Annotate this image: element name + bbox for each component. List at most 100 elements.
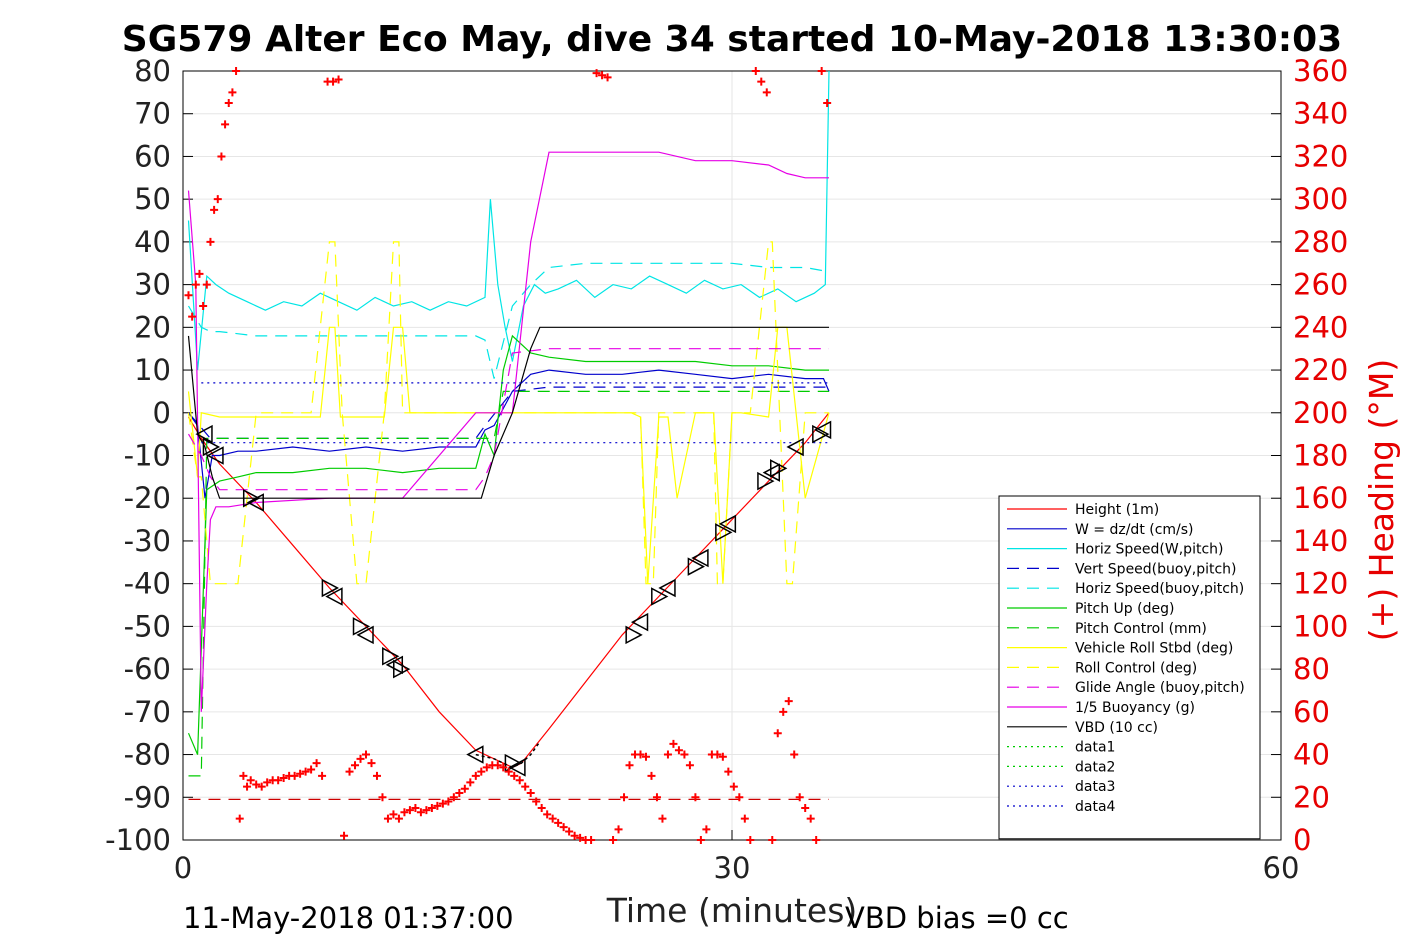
- legend-label: Glide Angle (buoy,pitch): [1075, 680, 1245, 696]
- heading-point: [449, 793, 458, 802]
- turn-marker: [718, 514, 737, 534]
- series-line: [187, 151, 829, 712]
- y-tick-label-left: -10: [124, 439, 171, 473]
- y-tick-label-left: 20: [134, 310, 171, 344]
- heading-point: [394, 814, 403, 823]
- heading-point: [455, 789, 464, 798]
- heading-point: [614, 825, 623, 834]
- heading-point: [696, 836, 705, 844]
- heading-point: [482, 763, 491, 772]
- heading-point: [477, 767, 486, 776]
- y-tick-label-left: 80: [134, 54, 171, 88]
- heading-point: [433, 801, 442, 810]
- y-axis-right-label: (+) Heading (°M): [1362, 359, 1401, 641]
- heading-point: [790, 750, 799, 759]
- turn-marker: [658, 578, 676, 598]
- heading-point: [329, 77, 338, 86]
- heading-point: [252, 780, 261, 789]
- turn-marker: [242, 488, 261, 508]
- heading-point: [389, 810, 398, 819]
- x-axis-label: Time (minutes): [606, 891, 858, 930]
- series-line: [188, 369, 830, 499]
- legend-label: data4: [1075, 799, 1116, 815]
- heading-point: [685, 761, 694, 770]
- heading-point: [356, 754, 365, 763]
- turn-marker: [382, 647, 400, 666]
- y-tick-label-left: 40: [134, 225, 171, 259]
- heading-point: [603, 73, 612, 82]
- y-tick-label-right: 200: [1293, 396, 1348, 430]
- heading-point: [658, 814, 667, 823]
- heading-point: [188, 312, 197, 321]
- marker-layer: [195, 420, 832, 777]
- legend-label: W = dz/dt (cm/s): [1075, 522, 1194, 538]
- turn-marker: [813, 420, 832, 440]
- turn-marker: [715, 523, 733, 542]
- legend-label: 1/5 Buoyancy (g): [1075, 700, 1195, 716]
- y-tick-label-right: 20: [1293, 780, 1330, 814]
- y-tick-label-right: 40: [1293, 738, 1330, 772]
- y-tick-label-left: 70: [134, 97, 171, 131]
- turn-marker: [321, 578, 339, 598]
- heading-point: [228, 88, 237, 97]
- legend-label: data3: [1075, 779, 1115, 795]
- turn-marker: [195, 424, 213, 444]
- heading-point: [427, 803, 436, 812]
- turn-marker: [356, 625, 374, 645]
- heading-point: [202, 280, 211, 289]
- heading-point: [334, 75, 343, 84]
- y-tick-label-right: 340: [1293, 97, 1348, 131]
- heading-point: [548, 814, 557, 823]
- heading-point: [570, 831, 579, 840]
- heading-point: [768, 836, 777, 844]
- heading-point: [521, 782, 530, 791]
- heading-point: [290, 771, 299, 780]
- heading-point: [812, 836, 821, 844]
- heading-point: [210, 205, 219, 214]
- legend-label: VBD (10 cc): [1075, 720, 1158, 736]
- turn-marker: [206, 446, 224, 465]
- y-tick-label-right: 120: [1293, 567, 1348, 601]
- axis-ticks: 80706050403020100-10-20-30-40-50-60-70-8…: [105, 54, 1348, 885]
- heading-point: [345, 767, 354, 776]
- series-line: [187, 326, 829, 499]
- turn-marker: [651, 587, 669, 606]
- heading-point: [232, 67, 241, 75]
- heading-point: [680, 750, 689, 759]
- heading-point: [438, 799, 447, 808]
- turn-marker: [466, 745, 484, 764]
- heading-point: [504, 767, 513, 776]
- heading-point: [422, 806, 431, 815]
- heading-point: [471, 771, 480, 780]
- series-layer: [187, 70, 830, 800]
- chart-title: SG579 Alter Eco May, dive 34 started 10-…: [122, 19, 1342, 60]
- heading-point: [817, 67, 826, 75]
- y-tick-label-right: 160: [1293, 481, 1348, 515]
- x-tick-label: 30: [714, 851, 751, 885]
- y-tick-label-right: 220: [1293, 353, 1348, 387]
- y-tick-label-left: -100: [105, 823, 171, 857]
- heading-point: [243, 782, 252, 791]
- heading-point: [279, 774, 288, 783]
- heading-point: [724, 767, 733, 776]
- turn-marker: [757, 471, 775, 491]
- turn-marker: [691, 548, 709, 568]
- legend-label: data2: [1075, 759, 1115, 775]
- heading-point: [493, 761, 502, 770]
- y-tick-label-left: -30: [124, 524, 171, 558]
- y-tick-label-right: 320: [1293, 139, 1348, 173]
- heading-point: [647, 771, 656, 780]
- y-tick-label-left: -20: [124, 481, 171, 515]
- turn-marker: [246, 493, 264, 512]
- heading-point: [199, 301, 208, 310]
- y-tick-label-left: 10: [134, 353, 171, 387]
- heading-point: [515, 776, 524, 785]
- heading-point: [729, 782, 738, 791]
- legend-label: Horiz Speed(W,pitch): [1075, 542, 1223, 558]
- heading-point: [674, 746, 683, 755]
- heading-point: [795, 793, 804, 802]
- heading-point: [565, 827, 574, 836]
- heading-point: [801, 803, 810, 812]
- heading-point: [652, 793, 661, 802]
